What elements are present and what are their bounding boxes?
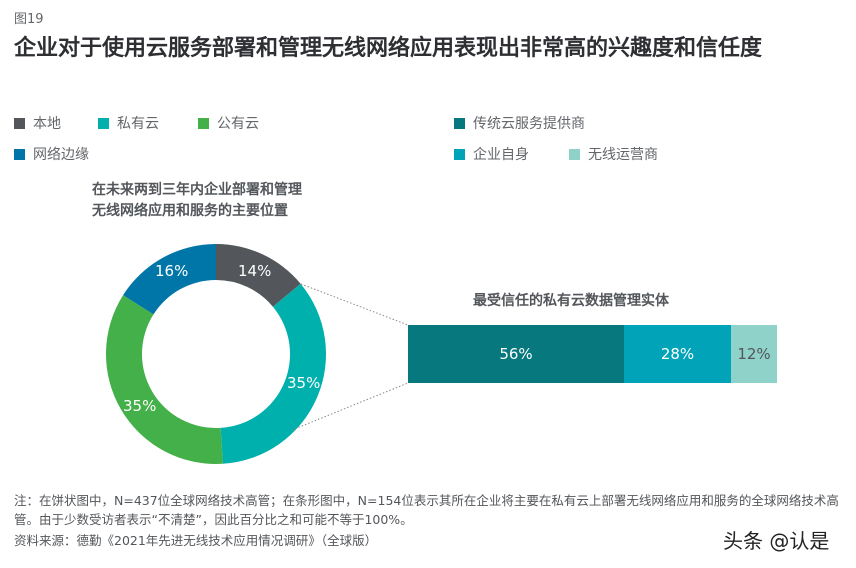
bar-label: 56%: [499, 345, 533, 363]
legend-item-private-cloud: 私有云: [98, 113, 159, 133]
stacked-bar: 56% 28% 12%: [408, 325, 777, 383]
legend-item-network-edge: 网络边缘: [14, 144, 89, 164]
donut-label-private-cloud: 35%: [287, 374, 321, 392]
bar-label: 12%: [737, 345, 771, 363]
legend-swatch-icon: [569, 148, 580, 160]
watermark: 头条 @认是: [723, 529, 830, 553]
donut-subtitle-line1: 在未来两到三年内企业部署和管理: [92, 182, 302, 198]
legend-swatch-icon: [198, 117, 209, 129]
donut-subtitle: 在未来两到三年内企业部署和管理 无线网络应用和服务的主要位置: [92, 180, 302, 222]
donut-label-network-edge: 16%: [155, 262, 189, 280]
donut-slice-private-cloud: [220, 283, 327, 464]
donut-slice-network-edge: [123, 244, 216, 315]
figure-label: 图19: [14, 12, 44, 27]
legend-label: 私有云: [117, 116, 159, 132]
donut-slice-public-cloud: [105, 295, 223, 465]
bar-segment-enterprise-self: 28%: [624, 325, 731, 383]
legend-item-wireless-operator: 无线运营商: [569, 144, 658, 164]
source-note: 资料来源：德勤《2021年先进无线技术应用情况调研》（全球版）: [14, 533, 378, 548]
legend-label: 传统云服务提供商: [473, 116, 585, 132]
legend-item-traditional-cloud-provider: 传统云服务提供商: [454, 113, 585, 133]
donut-label-local: 14%: [238, 262, 272, 280]
legend-swatch-icon: [14, 117, 25, 129]
legend-swatch-icon: [454, 117, 465, 129]
donut-label-public-cloud: 35%: [123, 397, 157, 415]
bar-subtitle: 最受信任的私有云数据管理实体: [473, 293, 669, 309]
legend-swatch-icon: [98, 117, 109, 129]
legend-label: 企业自身: [473, 147, 529, 163]
legend-label: 网络边缘: [33, 147, 89, 163]
legend-item-enterprise-self: 企业自身: [454, 144, 529, 164]
legend-item-local: 本地: [14, 113, 61, 133]
bar-segment-traditional-cloud-provider: 56%: [408, 325, 624, 383]
legend-item-public-cloud: 公有云: [198, 113, 259, 133]
donut-slice-local: [216, 244, 301, 307]
legend-label: 公有云: [217, 116, 259, 132]
legend-swatch-icon: [454, 148, 465, 160]
bar-label: 28%: [660, 345, 695, 363]
legend-swatch-icon: [14, 148, 25, 160]
chart-title: 企业对于使用云服务部署和管理无线网络应用表现出非常高的兴趣度和信任度: [14, 36, 763, 61]
donut-subtitle-line2: 无线网络应用和服务的主要位置: [92, 203, 288, 219]
footnote: 注：在饼状图中，N=437位全球网络技术高管；在条形图中，N=154位表示其所在…: [14, 493, 839, 527]
bar-segment-wireless-operator: 12%: [731, 325, 777, 383]
legend-label: 本地: [33, 116, 61, 132]
legend-label: 无线运营商: [588, 147, 658, 163]
